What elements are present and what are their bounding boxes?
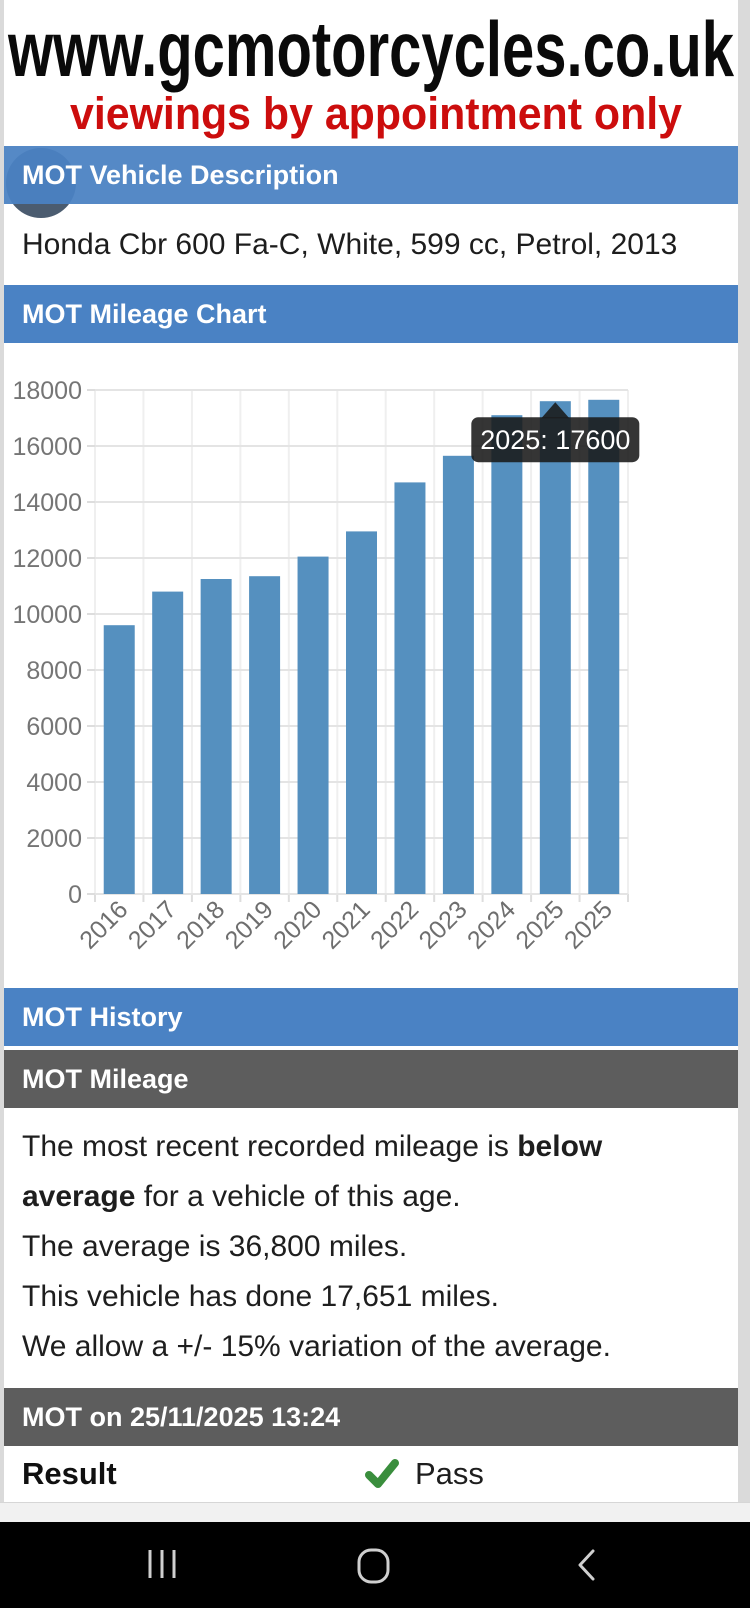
section-title: MOT Mileage Chart xyxy=(22,298,267,329)
summary-text: This vehicle has done 17,651 miles. xyxy=(22,1280,499,1313)
x-axis-label: 2016 xyxy=(74,895,133,954)
y-axis-label: 2000 xyxy=(26,825,82,853)
summary-text: for a vehicle of this age. xyxy=(135,1180,461,1213)
section-title: MOT on 25/11/2025 13:24 xyxy=(22,1401,341,1432)
summary-text-bold: average xyxy=(22,1180,136,1213)
chart-bar-2022[interactable] xyxy=(394,482,426,894)
section-header-mot-entry: MOT on 25/11/2025 13:24 xyxy=(4,1388,738,1446)
section-header-mileage-chart: MOT Mileage Chart xyxy=(4,285,738,343)
mileage-summary: The most recent recorded mileage is belo… xyxy=(4,1108,738,1388)
page-content: www.gcmotorcycles.co.uk viewings by appo… xyxy=(4,0,738,1502)
y-axis-label: 6000 xyxy=(26,713,82,741)
x-axis-label: 2021 xyxy=(317,895,376,954)
chart-tooltip-text: 2025: 17600 xyxy=(480,425,630,455)
y-axis-label: 0 xyxy=(68,881,82,909)
site-banner: www.gcmotorcycles.co.uk viewings by appo… xyxy=(4,0,738,146)
x-axis-label: 2018 xyxy=(171,895,230,954)
page-bottom-strip xyxy=(0,1502,750,1522)
vehicle-description-text: Honda Cbr 600 Fa-C, White, 599 cc, Petro… xyxy=(22,227,678,261)
x-axis-label: 2020 xyxy=(268,895,327,954)
y-axis-label: 10000 xyxy=(12,601,82,629)
back-button[interactable] xyxy=(575,1548,599,1587)
x-axis-label: 2023 xyxy=(414,895,473,954)
check-icon xyxy=(365,1459,399,1488)
mileage-summary-line: The average is 36,800 miles. xyxy=(22,1222,720,1272)
banner-graphic: www.gcmotorcycles.co.uk viewings by appo… xyxy=(7,5,734,139)
result-label: Result xyxy=(22,1456,117,1491)
chart-bar-2025[interactable] xyxy=(539,401,571,894)
section-title: MOT History xyxy=(22,1001,183,1032)
mot-mileage-chart: 0 2000 4000 6000 8000 10000 12000 14000 16000 180… xyxy=(4,343,738,988)
summary-text-bold: below xyxy=(517,1130,603,1163)
summary-text: The average is 36,800 miles. xyxy=(22,1230,408,1263)
y-axis-label: 4000 xyxy=(26,769,82,797)
summary-text: We allow a +/- 15% variation of the aver… xyxy=(22,1330,611,1363)
tagline-text: viewings by appointment only xyxy=(70,88,682,139)
section-title: MOT Vehicle Description xyxy=(22,159,339,190)
chart-bar-2024[interactable] xyxy=(491,415,523,894)
section-header-vehicle-description: MOT Vehicle Description xyxy=(4,146,738,204)
result-pass-text: Pass xyxy=(415,1456,484,1491)
section-header-mot-mileage: MOT Mileage xyxy=(4,1050,738,1108)
chart-bar-2025[interactable] xyxy=(588,399,620,894)
x-axis-label: 2025 xyxy=(510,895,569,954)
summary-text: The most recent recorded mileage is xyxy=(22,1130,518,1163)
android-navbar xyxy=(0,1522,750,1608)
section-header-mot-history: MOT History xyxy=(4,988,738,1046)
y-axis-label: 14000 xyxy=(12,489,82,517)
site-url-text: www.gcmotorcycles.co.uk xyxy=(7,5,734,93)
mileage-bar-chart: 0 2000 4000 6000 8000 10000 12000 14000 16000 180… xyxy=(12,377,640,955)
x-axis-label: 2025 xyxy=(559,895,618,954)
x-axis-label: 2024 xyxy=(462,895,521,954)
y-axis-label: 8000 xyxy=(26,657,82,685)
y-axis-label: 16000 xyxy=(12,433,82,461)
mileage-summary-line: We allow a +/- 15% variation of the aver… xyxy=(22,1322,720,1372)
section-title: MOT Mileage xyxy=(22,1063,189,1094)
chart-bar-2019[interactable] xyxy=(249,576,281,894)
y-axis-label: 12000 xyxy=(12,545,82,573)
section-divider xyxy=(4,1046,738,1050)
x-axis-label: 2017 xyxy=(123,895,182,954)
mileage-summary-line: This vehicle has done 17,651 miles. xyxy=(22,1272,720,1322)
x-axis-label: 2022 xyxy=(365,895,424,954)
recent-apps-button[interactable] xyxy=(147,1548,181,1585)
chart-bar-2023[interactable] xyxy=(442,455,474,894)
chart-tooltip xyxy=(471,417,640,463)
home-button[interactable] xyxy=(356,1548,392,1589)
chart-bar-2018[interactable] xyxy=(200,579,232,894)
chart-bar-2020[interactable] xyxy=(297,556,329,894)
mot-result-row: Result Pass xyxy=(4,1446,738,1502)
chart-bar-2017[interactable] xyxy=(152,591,184,894)
x-axis-label: 2019 xyxy=(220,895,279,954)
vehicle-description-row: Honda Cbr 600 Fa-C, White, 599 cc, Petro… xyxy=(4,204,738,285)
result-value: Pass xyxy=(364,1456,484,1492)
chart-bar-2021[interactable] xyxy=(346,531,377,894)
y-axis-label: 18000 xyxy=(12,377,82,405)
home-icon xyxy=(357,1548,390,1584)
tooltip-caret xyxy=(541,402,570,419)
mileage-summary-line: The most recent recorded mileage is belo… xyxy=(22,1122,720,1172)
back-icon xyxy=(578,1549,595,1581)
mileage-summary-line: average for a vehicle of this age. xyxy=(22,1172,720,1222)
recent-apps-icon xyxy=(148,1550,176,1578)
chart-bar-2016[interactable] xyxy=(103,625,135,894)
